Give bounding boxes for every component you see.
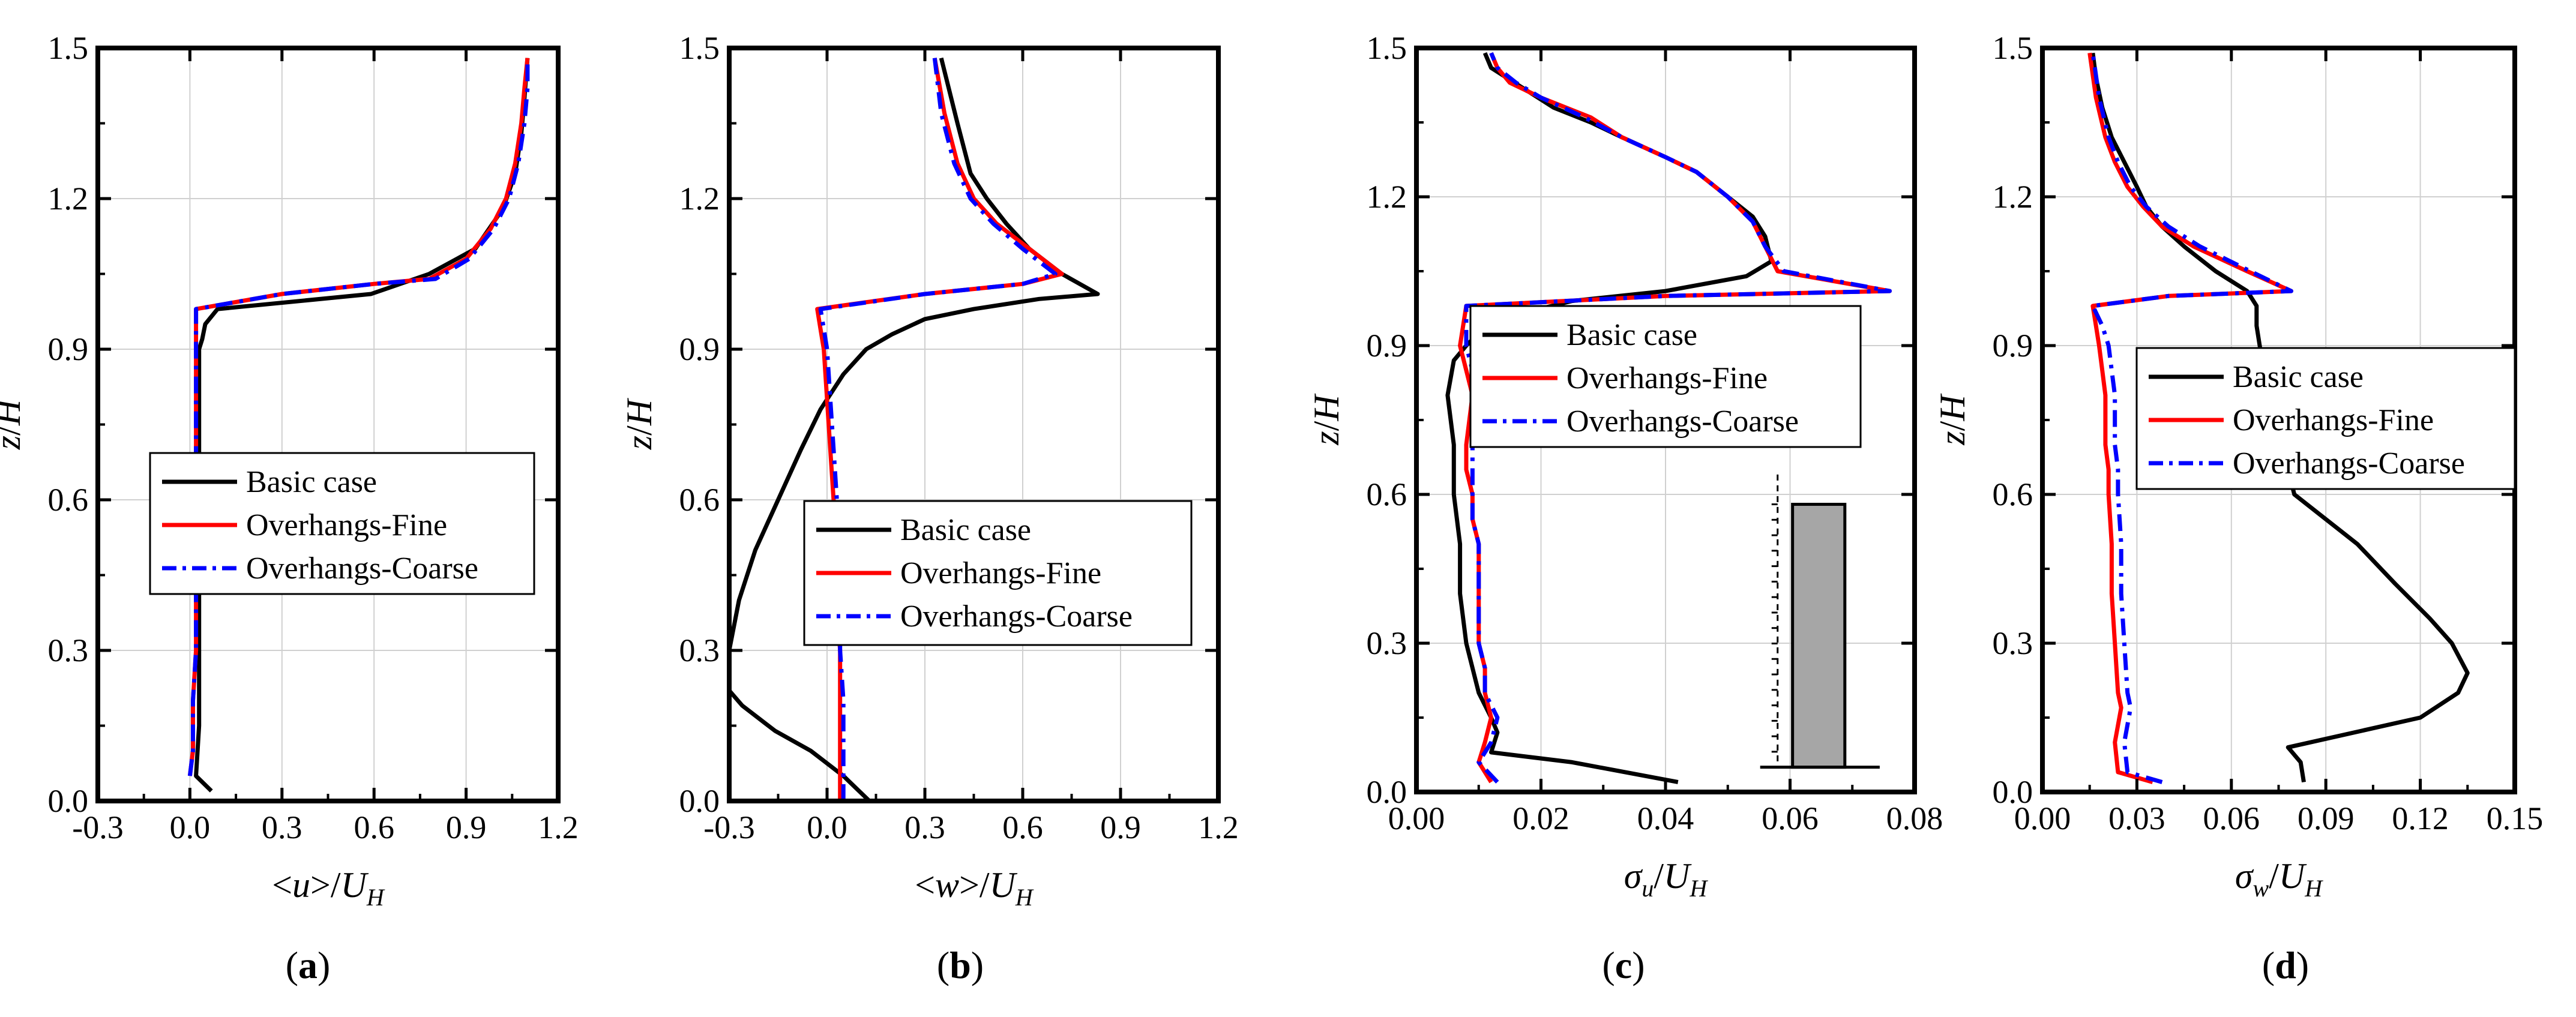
legend-label: Overhangs-Fine (246, 508, 447, 542)
y-tick-label: 1.2 (679, 181, 720, 217)
x-tick-label: 0.00 (1388, 800, 1445, 836)
series-line-overhangs-coarse (187, 58, 530, 776)
x-axis-title: <w>/UH (915, 865, 1034, 911)
panel-d: 0.00 0.03 0.06 0.09 0.12 0.15 0.0 0.3 0.6 0.9 1.2 1… (1933, 30, 2543, 986)
x-tick-label: 0.6 (1002, 809, 1043, 845)
y-tick-label: 1.5 (1993, 30, 2033, 66)
series-line-overhangs-coarse (2090, 52, 2293, 784)
x-tick-label: 0.9 (446, 809, 487, 845)
x-tick-label: 0.08 (1886, 800, 1943, 836)
x-tick-label: 0.02 (1512, 800, 1569, 836)
y-tick-label: 0.6 (48, 482, 89, 518)
x-tick-label: -0.3 (703, 809, 754, 845)
x-tick-label: 0.3 (904, 809, 945, 845)
y-tick-label: 0.3 (1367, 625, 1407, 661)
y-tick-label: 0.0 (1993, 774, 2033, 810)
legend-label: Overhangs-Coarse (2233, 446, 2465, 481)
y-tick-label: 1.5 (1367, 30, 1407, 66)
y-tick-label: 0.9 (1993, 328, 2033, 364)
x-axis-title: σu/UH (1624, 856, 1709, 902)
y-tick-label: 0.6 (1993, 476, 2033, 512)
x-tick-label: 0.09 (2298, 800, 2355, 836)
series-line-basic-case (194, 58, 530, 793)
y-tick-label: 0.0 (679, 783, 720, 819)
legend: Basic case Overhangs-Fine Overhangs-Coarse (1469, 305, 1862, 448)
series-line-overhangs-fine (2087, 52, 2293, 784)
x-tick-label: 1.2 (538, 809, 579, 845)
panel-label: (c) (1602, 944, 1645, 986)
y-tick-label: 1.5 (679, 30, 720, 66)
building-inset-sketch (1760, 474, 1880, 769)
x-tick-label: 0.04 (1637, 800, 1694, 836)
legend-label: Overhangs-Coarse (246, 551, 478, 586)
series-line-overhangs-fine (187, 58, 530, 776)
y-tick-label: 0.0 (48, 783, 89, 819)
y-tick-label: 1.2 (1367, 179, 1407, 215)
legend-label: Basic case (1566, 318, 1697, 352)
legend-label: Basic case (900, 513, 1031, 547)
x-tick-label: 0.12 (2392, 800, 2449, 836)
panel-label: (a) (286, 944, 331, 986)
x-tick-label: 0.06 (2203, 800, 2260, 836)
panel-label: (d) (2262, 944, 2309, 986)
plot-frame (727, 46, 1221, 803)
y-tick-label: 0.0 (1367, 774, 1407, 810)
legend-label: Overhangs-Fine (900, 556, 1101, 590)
x-tick-label: 0.0 (807, 809, 847, 845)
y-tick-label: 0.6 (679, 482, 720, 518)
x-tick-label: 1.2 (1198, 809, 1239, 845)
building-rect (1791, 503, 1847, 769)
x-tick-label: 0.3 (262, 809, 302, 845)
y-axis-title: z/H (0, 397, 28, 450)
legend-label: Overhangs-Coarse (1566, 404, 1799, 439)
x-tick-label: 0.9 (1100, 809, 1141, 845)
y-tick-label: 1.2 (48, 181, 89, 217)
legend-label: Overhangs-Coarse (900, 599, 1133, 634)
series-line-overhangs-coarse (818, 58, 1058, 801)
series-line-overhangs-fine (815, 58, 1064, 801)
legend: Basic case Overhangs-Fine Overhangs-Coarse (149, 452, 535, 595)
panel-a: -0.30.00.30.60.91.20.00.30.60.91.21.5z/H… (0, 30, 579, 986)
y-tick-label: 0.9 (48, 331, 89, 367)
legend: Basic case Overhangs-Fine Overhangs-Coarse (803, 500, 1193, 646)
series-line-basic-case (729, 57, 1100, 801)
x-tick-label: 0.03 (2108, 800, 2165, 836)
y-axis-title: z/H (1307, 393, 1346, 446)
y-tick-label: 0.6 (1367, 476, 1407, 512)
legend-label: Basic case (246, 465, 377, 499)
x-tick-label: 0.06 (1762, 800, 1819, 836)
legend-label: Overhangs-Fine (1566, 361, 1768, 395)
panel-b: -0.3 0.0 0.3 0.6 0.9 1.20.00.30.60.91.21.5z/H… (619, 30, 1239, 986)
x-tick-label: 0.00 (2014, 800, 2071, 836)
y-tick-label: 0.3 (48, 632, 89, 668)
y-axis-title: z/H (1933, 393, 1972, 446)
panel-label: (b) (937, 944, 984, 986)
x-tick-label: 0.0 (170, 809, 211, 845)
y-axis-title: z/H (619, 397, 659, 450)
y-tick-label: 0.3 (1993, 625, 2033, 661)
legend-label: Basic case (2233, 360, 2364, 394)
panel-c: 0.00 0.02 0.04 0.06 0.08 0.0 0.3 0.6 0.9 1.2 1.5 z/… (1307, 30, 1943, 986)
x-axis-title: σw/UH (2235, 856, 2323, 902)
y-tick-label: 0.3 (679, 632, 720, 668)
y-tick-label: 0.9 (1367, 328, 1407, 364)
legend-label: Overhangs-Fine (2233, 403, 2434, 437)
y-tick-label: 0.9 (679, 331, 720, 367)
legend: Basic case Overhangs-Fine Overhangs-Coarse (2135, 347, 2516, 490)
x-tick-label: 0.15 (2487, 800, 2544, 836)
y-tick-label: 1.5 (48, 30, 89, 66)
y-tick-label: 1.2 (1993, 179, 2033, 215)
x-tick-label: -0.3 (72, 809, 123, 845)
x-tick-label: 0.6 (354, 809, 394, 845)
x-axis-title: <u>/UH (272, 865, 385, 911)
plot-frame (95, 46, 561, 803)
